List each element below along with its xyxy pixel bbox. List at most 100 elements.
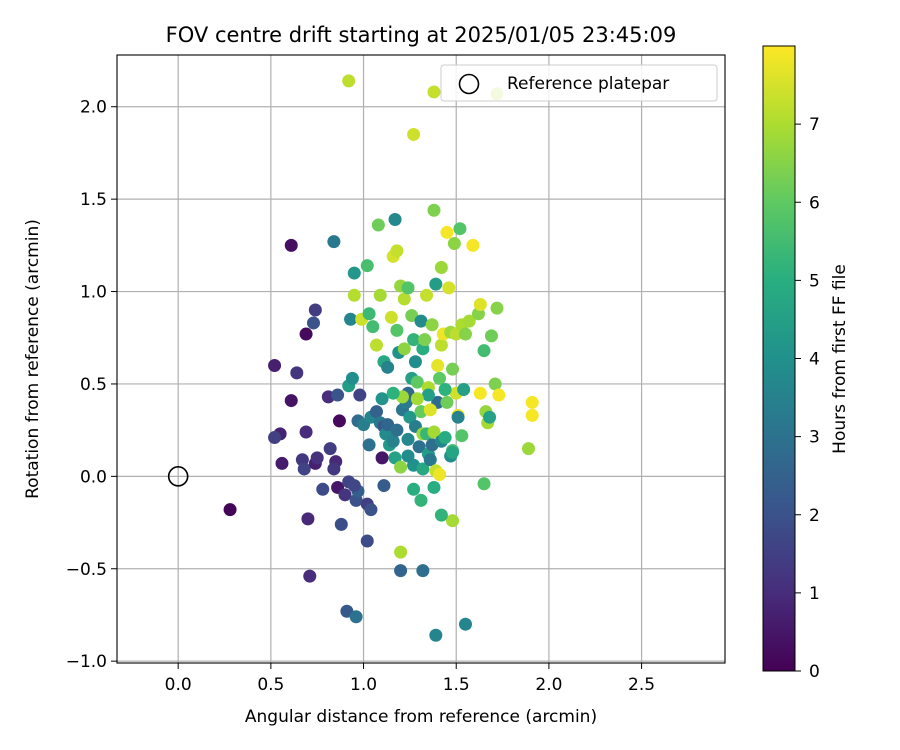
colorbar-tick-label: 2 xyxy=(809,506,820,526)
data-point xyxy=(331,388,345,402)
data-point xyxy=(458,617,472,631)
x-tick-label: 0.5 xyxy=(257,675,284,695)
data-point xyxy=(420,288,434,302)
data-point xyxy=(306,316,320,330)
y-axis-label: Rotation from reference (arcmin) xyxy=(23,219,43,499)
data-point xyxy=(397,342,411,356)
data-point xyxy=(433,371,447,385)
colorbar: 0 1 2 3 4 5 6 7 Hours from first FF file xyxy=(762,45,850,682)
data-point xyxy=(423,403,437,417)
data-point xyxy=(484,329,498,343)
data-point xyxy=(455,429,469,443)
data-point xyxy=(488,377,502,391)
data-point xyxy=(522,442,536,456)
data-point xyxy=(390,423,404,437)
data-point xyxy=(412,440,426,454)
x-tick-label: 1.5 xyxy=(443,675,470,695)
data-point xyxy=(347,288,361,302)
data-point xyxy=(473,386,487,400)
data-point xyxy=(427,480,441,494)
data-point xyxy=(310,451,324,465)
data-point xyxy=(370,405,384,419)
data-point xyxy=(316,482,330,496)
data-point xyxy=(440,395,454,409)
data-point xyxy=(371,218,385,232)
data-point xyxy=(453,222,467,236)
data-point xyxy=(323,442,337,456)
y-axis-ticks: −1.0 −0.5 0.0 0.5 1.0 1.5 2.0 xyxy=(66,98,117,672)
data-point xyxy=(347,266,361,280)
data-point xyxy=(525,408,539,422)
data-point xyxy=(446,362,460,376)
data-point xyxy=(457,382,471,396)
data-point xyxy=(418,333,432,347)
x-tick-label: 2.5 xyxy=(628,675,655,695)
data-point xyxy=(349,610,363,624)
data-point xyxy=(360,534,374,548)
data-point xyxy=(390,323,404,337)
data-point xyxy=(451,410,465,424)
data-point xyxy=(381,360,395,374)
data-point xyxy=(438,431,452,445)
data-point xyxy=(308,303,322,317)
x-axis-label: Angular distance from reference (arcmin) xyxy=(245,707,597,727)
y-tick-label: −1.0 xyxy=(66,652,107,672)
data-point xyxy=(438,382,452,396)
x-tick-label: 2.0 xyxy=(535,675,562,695)
data-point xyxy=(347,479,361,493)
data-point xyxy=(434,261,448,275)
reference-platepar-marker xyxy=(167,466,189,487)
data-point xyxy=(446,445,460,459)
data-point xyxy=(473,297,487,311)
y-tick-label: 0.0 xyxy=(80,467,107,487)
y-tick-label: 0.5 xyxy=(80,375,107,395)
data-point xyxy=(525,395,539,409)
colorbar-label: Hours from first FF file xyxy=(830,264,850,454)
colorbar-tick-label: 5 xyxy=(809,271,820,291)
data-point xyxy=(407,127,421,141)
data-point xyxy=(297,462,311,476)
data-point xyxy=(366,320,380,334)
data-point xyxy=(434,338,448,352)
data-point xyxy=(377,479,391,493)
data-point xyxy=(483,410,497,424)
colorbar-tick-label: 3 xyxy=(809,428,820,448)
y-tick-label: 2.0 xyxy=(80,98,107,118)
data-point xyxy=(327,462,341,476)
data-point xyxy=(410,375,424,389)
data-point xyxy=(401,432,415,446)
legend-label: Reference platepar xyxy=(507,74,669,94)
data-point xyxy=(268,358,282,372)
data-point xyxy=(275,456,289,470)
data-point xyxy=(327,235,341,249)
data-point xyxy=(345,371,359,385)
data-point xyxy=(416,564,430,578)
grid-lines xyxy=(117,55,725,663)
data-point xyxy=(360,259,374,273)
colorbar-tick-label: 1 xyxy=(809,584,820,604)
legend: Reference platepar xyxy=(440,64,718,102)
data-point xyxy=(425,318,439,332)
data-point xyxy=(394,545,408,559)
data-point xyxy=(386,386,400,400)
data-point xyxy=(390,244,404,258)
data-point xyxy=(414,314,428,328)
chart-title: FOV centre drift starting at 2025/01/05 … xyxy=(166,23,677,47)
data-point xyxy=(427,85,441,99)
data-point xyxy=(386,434,400,448)
data-point xyxy=(284,394,298,408)
data-point xyxy=(433,468,447,482)
data-point xyxy=(477,477,491,491)
plot-frame xyxy=(116,54,726,664)
data-point xyxy=(490,301,504,315)
x-tick-label: 1.0 xyxy=(350,675,377,695)
colorbar-gradient xyxy=(762,45,796,672)
data-point xyxy=(423,453,437,467)
data-point xyxy=(332,414,346,428)
data-point xyxy=(375,451,389,465)
y-tick-label: 1.0 xyxy=(80,283,107,303)
data-point xyxy=(410,392,424,406)
data-point xyxy=(268,431,282,445)
data-point xyxy=(434,508,448,522)
